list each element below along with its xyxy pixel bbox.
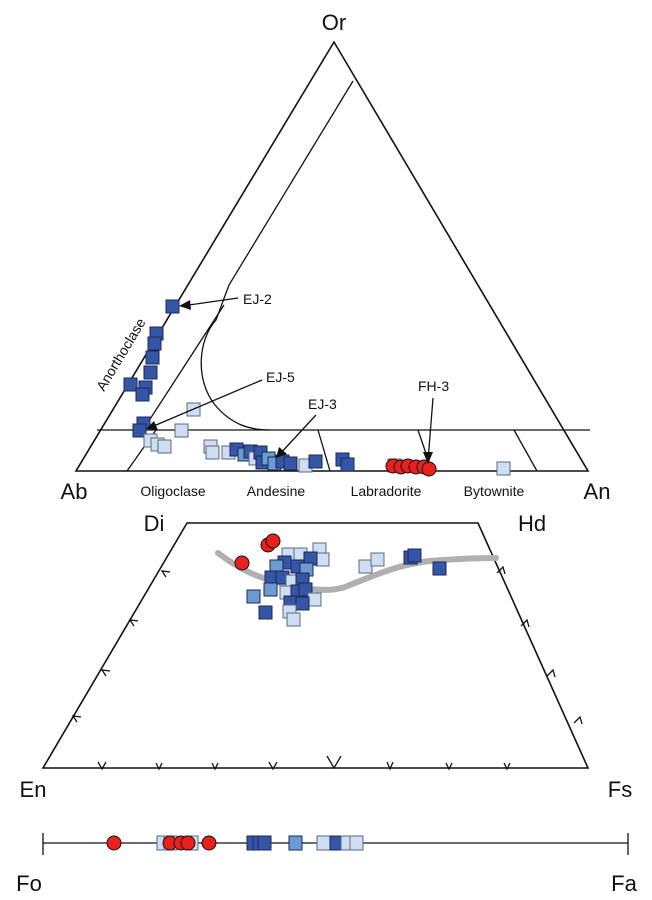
anorthoclase-lower-edge — [140, 304, 225, 434]
feldspar-point — [143, 365, 158, 380]
tick-bottom — [211, 762, 219, 771]
tick-left — [128, 619, 139, 627]
feldspar-point — [340, 457, 355, 472]
feldspar-point — [157, 439, 172, 454]
tick-right — [546, 668, 556, 678]
field-label-labradorite: Labradorite — [351, 483, 422, 499]
arrow-ej3-head — [276, 447, 287, 458]
tick-left — [100, 669, 111, 677]
olivine-end-label-fo: Fo — [16, 871, 42, 896]
tick-left — [71, 715, 82, 723]
pyroxene-point — [407, 548, 422, 563]
olivine-point — [349, 835, 364, 851]
feldspar-point — [145, 350, 160, 365]
tick-bottom — [445, 762, 453, 771]
feldspar-point — [283, 456, 298, 471]
vertex-label-en: En — [20, 777, 47, 802]
arrow-ej2-head — [179, 300, 191, 310]
pyroxene-point — [370, 552, 385, 567]
pyroxene-point — [265, 533, 281, 549]
feldspar-point — [147, 336, 162, 351]
annotation-label-ej5: EJ-5 — [266, 369, 295, 385]
tick-bottom — [97, 761, 107, 771]
feldspar-point — [165, 299, 180, 314]
feldspar-point — [205, 445, 220, 460]
arrow-ej5-head — [146, 421, 158, 430]
olivine-point — [257, 835, 272, 851]
arrow-fh3-head — [423, 452, 433, 464]
pyroxene-point — [315, 552, 330, 567]
tick-left — [160, 570, 171, 578]
olivine-point — [316, 835, 331, 851]
pyroxene-point — [295, 596, 310, 611]
pyroxene-point — [263, 582, 278, 597]
feldspar-ternary: Or Ab An Oligoclase Andesine Labradorite… — [61, 10, 611, 504]
andesine-labradorite-divide — [317, 429, 331, 472]
pyroxene-point — [258, 605, 273, 620]
feldspar-point — [174, 423, 189, 438]
tick-bottom — [268, 761, 278, 771]
olivine-point — [180, 835, 196, 851]
feldspar-point — [421, 461, 437, 477]
olivine-point — [288, 835, 303, 851]
pyroxene-point — [246, 589, 261, 604]
annotation-label-ej3: EJ-3 — [308, 396, 337, 412]
pyroxene-point — [234, 555, 250, 571]
tick-bottom — [326, 755, 342, 770]
field-label-andesine: Andesine — [247, 483, 306, 499]
vertex-label-hd: Hd — [518, 511, 546, 536]
arrow-ej3-line — [278, 414, 317, 456]
pyroxene-point — [358, 559, 373, 574]
pyroxene-point — [432, 561, 447, 576]
vertex-label-fs: Fs — [608, 777, 632, 802]
pyroxene-quadrilateral: Di Hd En Fs — [20, 511, 633, 802]
tick-bottom — [503, 762, 511, 771]
feldspar-point — [496, 461, 511, 476]
feldspar-point — [132, 423, 147, 438]
olivine-end-label-fa: Fa — [611, 871, 637, 896]
olivine-point — [106, 835, 122, 851]
tick-right — [573, 715, 583, 725]
annotation-label-fh3: FH-3 — [418, 378, 449, 394]
feldspar-point — [123, 377, 138, 392]
pyroxene-point — [307, 592, 322, 607]
feldspar-point — [308, 454, 323, 469]
feldspar-triangle-outline — [74, 40, 590, 472]
tick-right — [520, 618, 530, 628]
arrow-ej2-line — [181, 297, 239, 307]
feldspar-point — [135, 387, 150, 402]
vertex-label-di: Di — [144, 511, 165, 536]
pyroxene-trend-line — [215, 550, 499, 593]
olivine-point — [201, 835, 217, 851]
olivine-line-plot: Fo Fa — [16, 833, 638, 896]
pyroxene-data-points — [234, 533, 447, 627]
tick-right — [496, 565, 506, 575]
pyroxene-point — [286, 612, 301, 627]
arrow-ej5-line — [148, 379, 263, 429]
pyroxene-tick-marks — [71, 565, 583, 771]
field-label-oligoclase: Oligoclase — [140, 483, 206, 499]
feldspar-data-points — [123, 299, 511, 477]
vertex-label-an: An — [584, 479, 611, 504]
pyroxene-quad-outline — [41, 522, 590, 769]
vertex-label-or: Or — [322, 10, 346, 35]
arrow-fh3-line — [427, 397, 434, 462]
annotation-arrows: EJ-2 EJ-5 EJ-3 FH-3 — [146, 291, 449, 464]
olivine-data-points — [106, 835, 364, 851]
vertex-label-ab: Ab — [61, 479, 88, 504]
bytownite-divide — [513, 429, 538, 472]
annotation-label-ej2: EJ-2 — [243, 291, 272, 307]
tick-bottom — [386, 761, 394, 771]
tick-bottom — [155, 762, 163, 771]
field-label-bytownite: Bytownite — [464, 483, 525, 499]
